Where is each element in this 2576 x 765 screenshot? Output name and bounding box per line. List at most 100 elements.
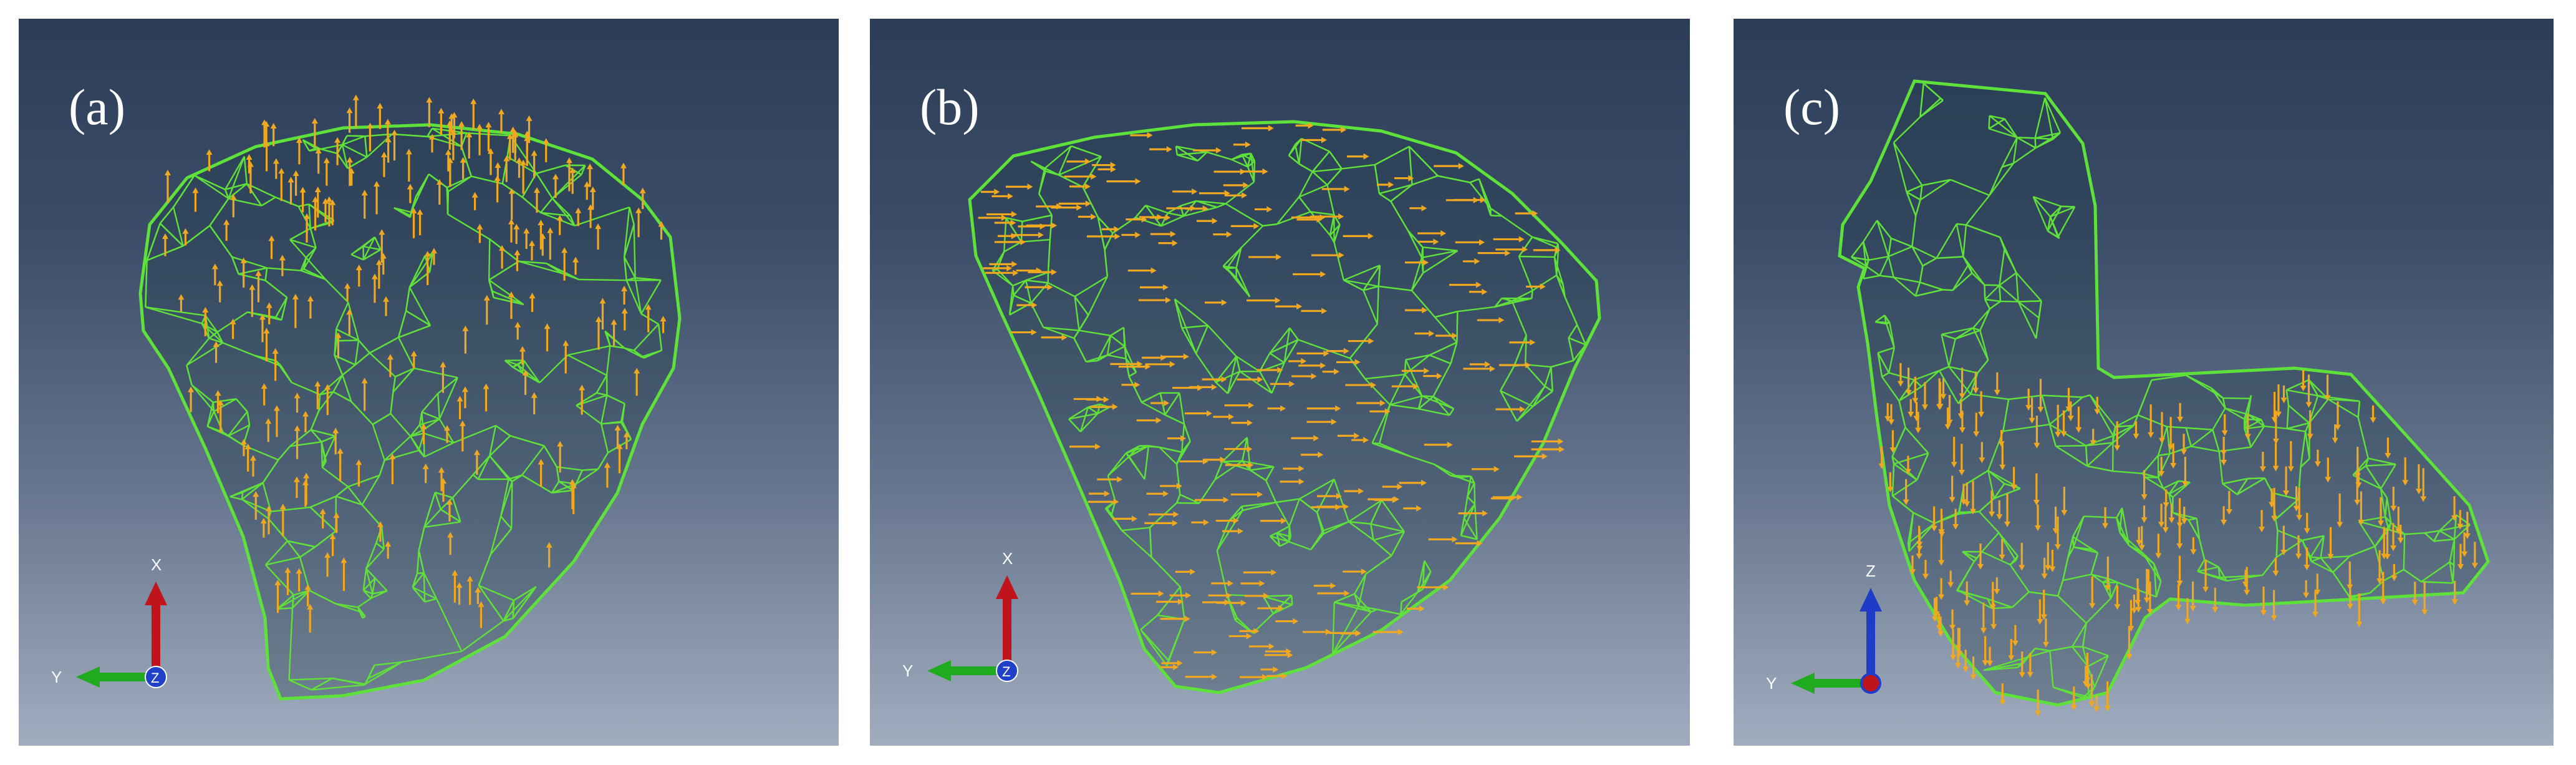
mesh-edge bbox=[372, 578, 376, 594]
mesh-edge bbox=[491, 290, 524, 306]
load-arrow bbox=[499, 245, 506, 269]
mesh-edge bbox=[2085, 446, 2088, 467]
mesh-edge bbox=[2004, 118, 2018, 139]
load-arrow bbox=[2060, 410, 2067, 437]
mesh-edge bbox=[334, 355, 344, 376]
mesh-edge bbox=[1987, 470, 1995, 499]
mesh-edge bbox=[437, 393, 441, 419]
mesh-edge bbox=[363, 589, 373, 595]
load-arrow bbox=[294, 425, 301, 459]
mesh-edge bbox=[1878, 346, 1895, 354]
mesh-edge bbox=[1432, 396, 1450, 416]
load-arrow bbox=[595, 316, 602, 350]
load-arrow bbox=[1957, 399, 1964, 419]
load-arrow bbox=[2143, 568, 2150, 603]
load-arrow bbox=[1970, 480, 1977, 515]
mesh-edge bbox=[2142, 552, 2155, 565]
load-arrow bbox=[610, 319, 617, 347]
mesh-edge bbox=[228, 424, 250, 437]
mesh-edge bbox=[2185, 374, 2224, 399]
mesh-edge bbox=[596, 392, 607, 396]
mesh-edge bbox=[350, 253, 364, 261]
load-arrow bbox=[272, 348, 279, 381]
mesh-edge bbox=[2035, 648, 2050, 652]
mesh-edge bbox=[2116, 517, 2130, 546]
mesh-edge bbox=[1518, 236, 1533, 257]
mesh-edge bbox=[1972, 327, 1980, 331]
load-arrow bbox=[2158, 457, 2165, 477]
mesh-edge bbox=[357, 607, 366, 617]
load-arrow bbox=[329, 199, 336, 226]
load-arrow bbox=[2159, 412, 2166, 444]
mesh-edge bbox=[1097, 404, 1101, 414]
load-arrow bbox=[1270, 381, 1295, 387]
load-arrow bbox=[440, 478, 446, 502]
mesh-edge bbox=[1421, 247, 1424, 258]
mesh-edge bbox=[2049, 424, 2086, 447]
load-arrow bbox=[2370, 405, 2376, 424]
mesh-edge bbox=[246, 411, 251, 426]
mesh-edge bbox=[1911, 215, 1917, 247]
load-arrow bbox=[1469, 361, 1491, 368]
mesh-edge bbox=[2222, 397, 2226, 409]
load-arrow bbox=[405, 149, 412, 182]
mesh-edge bbox=[1467, 476, 1472, 497]
load-arrow bbox=[278, 168, 285, 202]
mesh-edge bbox=[2386, 497, 2392, 523]
mesh-edge bbox=[1907, 543, 1910, 552]
mesh-edge bbox=[2144, 476, 2164, 489]
mesh-edge bbox=[1288, 526, 1292, 537]
load-arrow bbox=[1531, 446, 1565, 453]
load-arrow bbox=[2271, 488, 2278, 522]
mesh-edge bbox=[1379, 183, 1412, 195]
mesh-edge bbox=[320, 148, 338, 155]
load-arrow bbox=[2176, 515, 2183, 549]
mesh-edge bbox=[1082, 156, 1102, 188]
mesh-edge bbox=[1250, 153, 1255, 182]
mesh-edge bbox=[1881, 372, 1889, 378]
mesh-edge bbox=[1532, 386, 1546, 407]
mesh-edge bbox=[2083, 515, 2117, 519]
load-arrow bbox=[2136, 527, 2143, 546]
mesh-edge bbox=[306, 247, 317, 258]
mesh-edge bbox=[1107, 456, 1130, 477]
load-arrow bbox=[2102, 507, 2109, 529]
mesh-edge bbox=[1167, 212, 1184, 217]
load-arrow bbox=[1424, 441, 1453, 448]
mesh-edge bbox=[420, 173, 430, 191]
mesh-edge bbox=[633, 323, 659, 351]
mesh-edge bbox=[2421, 581, 2453, 584]
mesh-edge bbox=[1490, 215, 1502, 217]
load-arrow bbox=[1237, 376, 1263, 383]
mesh-edge bbox=[1074, 296, 1089, 316]
mesh-edge bbox=[2172, 482, 2191, 498]
mesh-edge bbox=[2044, 97, 2062, 134]
load-arrow bbox=[2135, 588, 2142, 613]
load-arrow bbox=[483, 383, 490, 412]
mesh-edge bbox=[644, 349, 662, 359]
load-arrow bbox=[1994, 577, 2000, 595]
load-arrow bbox=[265, 505, 272, 535]
mesh-edge bbox=[2086, 442, 2114, 467]
mesh-edge bbox=[1999, 249, 2005, 286]
axis-triad: Z Y bbox=[1766, 562, 1882, 694]
mesh-edge bbox=[1298, 339, 1351, 359]
mesh-edge bbox=[2332, 555, 2350, 573]
load-arrow bbox=[546, 542, 552, 568]
load-arrow bbox=[2280, 385, 2287, 404]
mesh-edge bbox=[302, 139, 310, 152]
mesh-edge bbox=[1311, 150, 1330, 172]
load-arrow bbox=[323, 157, 330, 186]
load-arrow bbox=[1931, 506, 1937, 532]
mesh-edge bbox=[1888, 246, 1913, 258]
mesh-edge bbox=[1979, 330, 1989, 361]
load-arrow bbox=[462, 325, 469, 354]
mesh-edge bbox=[1568, 324, 1578, 339]
mesh-edge bbox=[1159, 446, 1177, 465]
mesh-edge bbox=[1227, 371, 1241, 394]
mesh-edge bbox=[1247, 166, 1255, 183]
load-arrow bbox=[2010, 467, 2017, 490]
mesh-edge bbox=[336, 153, 349, 169]
mesh-edge bbox=[362, 577, 376, 591]
mesh-edge bbox=[222, 431, 244, 446]
